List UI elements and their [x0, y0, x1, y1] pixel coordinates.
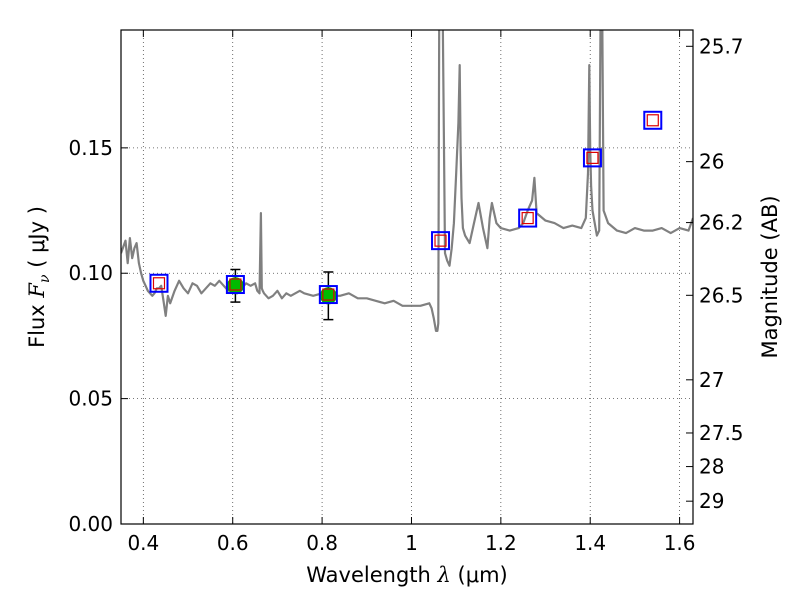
- y2-tick-label: 29: [699, 489, 724, 513]
- model-point: [582, 148, 602, 168]
- x-tick-label: 0.6: [217, 531, 249, 555]
- x-tick-label: 0.4: [127, 531, 159, 555]
- y-tick-label: 0.15: [68, 136, 113, 160]
- x-tick-label: 0.8: [306, 531, 338, 555]
- model-point-inner: [434, 234, 447, 247]
- y2-tick-label: 26: [699, 150, 724, 174]
- model-point-inner: [322, 288, 335, 301]
- model-point: [431, 231, 451, 251]
- y2-tick-label: 27.5: [699, 421, 744, 445]
- y-axis-label: Flux: [25, 304, 49, 348]
- model-point-inner: [521, 211, 534, 225]
- y-axis-units: ( μJy ): [25, 206, 49, 268]
- y2-axis-title: Magnitude (AB): [758, 195, 782, 358]
- y2-tick-label: 26.2: [699, 211, 744, 235]
- x-axis-label: Wavelength: [306, 563, 431, 587]
- x-tick-label: 1.2: [485, 531, 517, 555]
- model-point-inner: [646, 114, 659, 127]
- y2-tick-label: 25.7: [699, 34, 744, 58]
- y-axis-symbol: F: [25, 282, 49, 299]
- x-tick-label: 1.4: [574, 531, 606, 555]
- x-axis-symbol: λ: [437, 563, 451, 587]
- x-axis-title: Wavelength λ (μm): [306, 563, 507, 587]
- y2-tick-label: 26.5: [699, 283, 744, 307]
- model-point: [518, 208, 538, 228]
- x-axis-units: (μm): [458, 563, 508, 587]
- y-tick-label: 0.00: [68, 512, 113, 536]
- model-point-inner: [229, 278, 242, 291]
- gridlines: [121, 30, 693, 524]
- model-point: [225, 275, 245, 295]
- plot-frame: [120, 29, 694, 525]
- axis-ticks: 0.4 0.6 0.8 1 1.2 1.4 1.6 0.00 0.05 0.10 0.15 25.7 2…: [68, 30, 744, 555]
- y-axis-subscript: ν: [37, 274, 53, 283]
- spectrum-line: [121, 30, 693, 332]
- x-tick-label: 1.6: [664, 531, 696, 555]
- y2-tick-label: 28: [699, 455, 724, 479]
- y-tick-label: 0.10: [68, 261, 113, 285]
- y2-tick-label: 27: [699, 368, 724, 392]
- plot-background: [121, 30, 693, 524]
- model-point: [149, 273, 169, 293]
- y-tick-label: 0.05: [68, 387, 113, 411]
- x-tick-label: 1: [405, 531, 418, 555]
- model-point-inner: [586, 151, 599, 164]
- model-point: [643, 110, 663, 130]
- y-axis-title: Flux Fν ( μJy ): [25, 206, 53, 348]
- series-layer: [121, 30, 693, 332]
- model-point: [318, 285, 338, 305]
- model-point-inner: [152, 277, 166, 290]
